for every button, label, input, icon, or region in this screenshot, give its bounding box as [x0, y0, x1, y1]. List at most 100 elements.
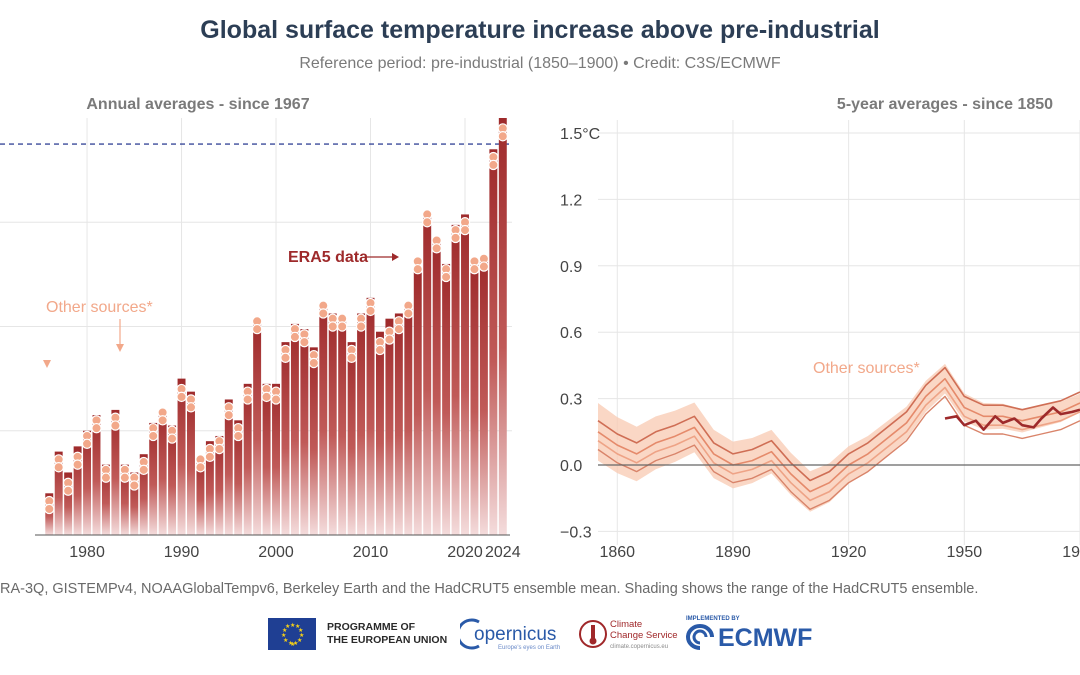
other-source-point	[147, 430, 159, 442]
other-source-point	[81, 438, 93, 449]
era5-bar	[461, 214, 469, 535]
other-source-point	[91, 422, 102, 434]
era5-bar	[196, 456, 205, 535]
x-tick-label: 2000	[258, 544, 294, 561]
other-source-point	[469, 263, 480, 275]
other-source-point	[403, 308, 414, 319]
svg-text:★: ★	[290, 641, 295, 648]
era5-bar	[272, 383, 280, 535]
x-tick-label: 1950	[947, 544, 983, 561]
other-source-line	[597, 377, 1080, 493]
annual-panel-title: Annual averages - since 1967	[86, 96, 309, 113]
era5-arrow-head	[392, 253, 399, 261]
ecmwf-swirl-icon	[686, 624, 714, 650]
svg-text:★: ★	[285, 623, 290, 630]
other-source-point	[450, 232, 461, 244]
svg-text:★: ★	[283, 637, 288, 644]
era5-bar	[413, 266, 422, 535]
chart-title: Global surface temperature increase abov…	[200, 16, 880, 44]
svg-text:★: ★	[295, 623, 300, 630]
era5-bar	[111, 409, 120, 535]
other-source-point	[157, 415, 168, 426]
era5-bar	[101, 464, 110, 535]
x-tick-label: 1920	[831, 544, 867, 561]
other-source-point	[233, 430, 244, 442]
svg-text:★: ★	[297, 637, 302, 644]
chart-area: Annual averages - since 1967 1980 1990 2000…	[0, 96, 1080, 561]
other-source-point	[488, 159, 499, 171]
era5-bar	[149, 422, 158, 535]
era5-bar	[357, 313, 366, 535]
era5-bar	[215, 435, 224, 535]
era5-bar	[394, 313, 403, 535]
era5-bar	[130, 472, 139, 535]
era5-bar	[319, 303, 328, 535]
other-source-point	[204, 451, 216, 463]
other-source-point	[242, 394, 253, 405]
era5-bar	[45, 493, 54, 535]
eu-flag-icon: ★ ★ ★ ★ ★ ★ ★ ★ ★ ★ ★ ★	[268, 618, 316, 650]
copernicus-c-icon	[460, 618, 480, 650]
climate-change-service-label: Climate Change Service	[610, 619, 678, 641]
x-tick-label: 1890	[715, 544, 751, 561]
era5-bar	[139, 454, 148, 535]
other-source-line	[597, 386, 1080, 502]
era5-bar	[385, 318, 394, 535]
other-source-point	[440, 271, 452, 283]
era5-bar	[290, 323, 299, 535]
y-tick-label: 0.3	[560, 392, 582, 409]
era5-bar	[83, 430, 92, 535]
other-source-point	[251, 323, 263, 335]
other-source-point	[478, 261, 490, 272]
footnote: RA-3Q, GISTEMPv4, NOAAGlobalTempv6, Berk…	[0, 581, 979, 597]
other-source-point	[176, 391, 187, 403]
svg-text:★: ★	[282, 627, 287, 634]
other-source-point	[308, 357, 320, 369]
era5-annotation: ERA5 data	[288, 249, 368, 266]
other-source-point	[214, 443, 225, 455]
implemented-by-label: IMPLEMENTED BY	[686, 616, 740, 622]
era5-bar	[281, 342, 290, 535]
copernicus-logo-text: opernicus	[474, 624, 557, 645]
era5-bar	[404, 303, 413, 535]
logo-strip: ★ ★ ★ ★ ★ ★ ★ ★ ★ ★ ★ ★ PROGRAMME OF THE EUROPEAN…	[0, 612, 1080, 662]
era5-bar	[309, 347, 318, 535]
era5-line	[944, 406, 1080, 431]
five-year-panel: 5-year averages - since 1850 1.5°C 1.2 0.9 0…	[560, 96, 1080, 561]
chart-subtitle: Reference period: pre-industrial (1850–1…	[299, 55, 781, 72]
climate-change-service-icon	[579, 620, 607, 648]
era5-bar	[177, 378, 186, 535]
other-source-point	[318, 308, 329, 319]
other-source-point	[497, 131, 509, 142]
other-source-point	[195, 462, 206, 473]
other-sources-annotation: Other sources*	[813, 360, 920, 377]
era5-bar	[451, 224, 460, 535]
era5-bar	[328, 313, 337, 535]
other-sources-marker	[43, 360, 51, 368]
era5-bar	[300, 329, 309, 535]
eu-programme-label: PROGRAMME OF THE EUROPEAN UNION	[327, 621, 448, 646]
era5-bar	[64, 472, 73, 535]
other-source-point	[110, 420, 121, 431]
other-source-point	[289, 331, 301, 343]
eu-stars-icon: ★ ★★★ ★★★★ ★★★★	[281, 622, 304, 648]
other-source-point	[431, 243, 442, 254]
other-source-point	[72, 459, 83, 470]
svg-text:★: ★	[281, 632, 286, 639]
other-source-point	[346, 352, 357, 363]
other-source-point	[327, 321, 338, 332]
other-source-point	[280, 352, 291, 363]
other-source-point	[299, 336, 310, 348]
other-source-point	[44, 503, 55, 515]
era5-bar	[338, 316, 347, 535]
other-source-line	[597, 395, 1080, 510]
y-tick-label: 0.9	[560, 259, 582, 276]
copernicus-tagline: Europe's eyes on Earth	[498, 645, 561, 651]
era5-bar	[54, 451, 63, 535]
x-tick-label: 2024	[485, 544, 521, 561]
other-source-point	[138, 464, 149, 476]
other-source-line	[597, 366, 1080, 482]
era5-bar	[432, 237, 441, 535]
era5-bar	[73, 446, 82, 535]
other-sources-annotation: Other sources*	[46, 299, 153, 316]
